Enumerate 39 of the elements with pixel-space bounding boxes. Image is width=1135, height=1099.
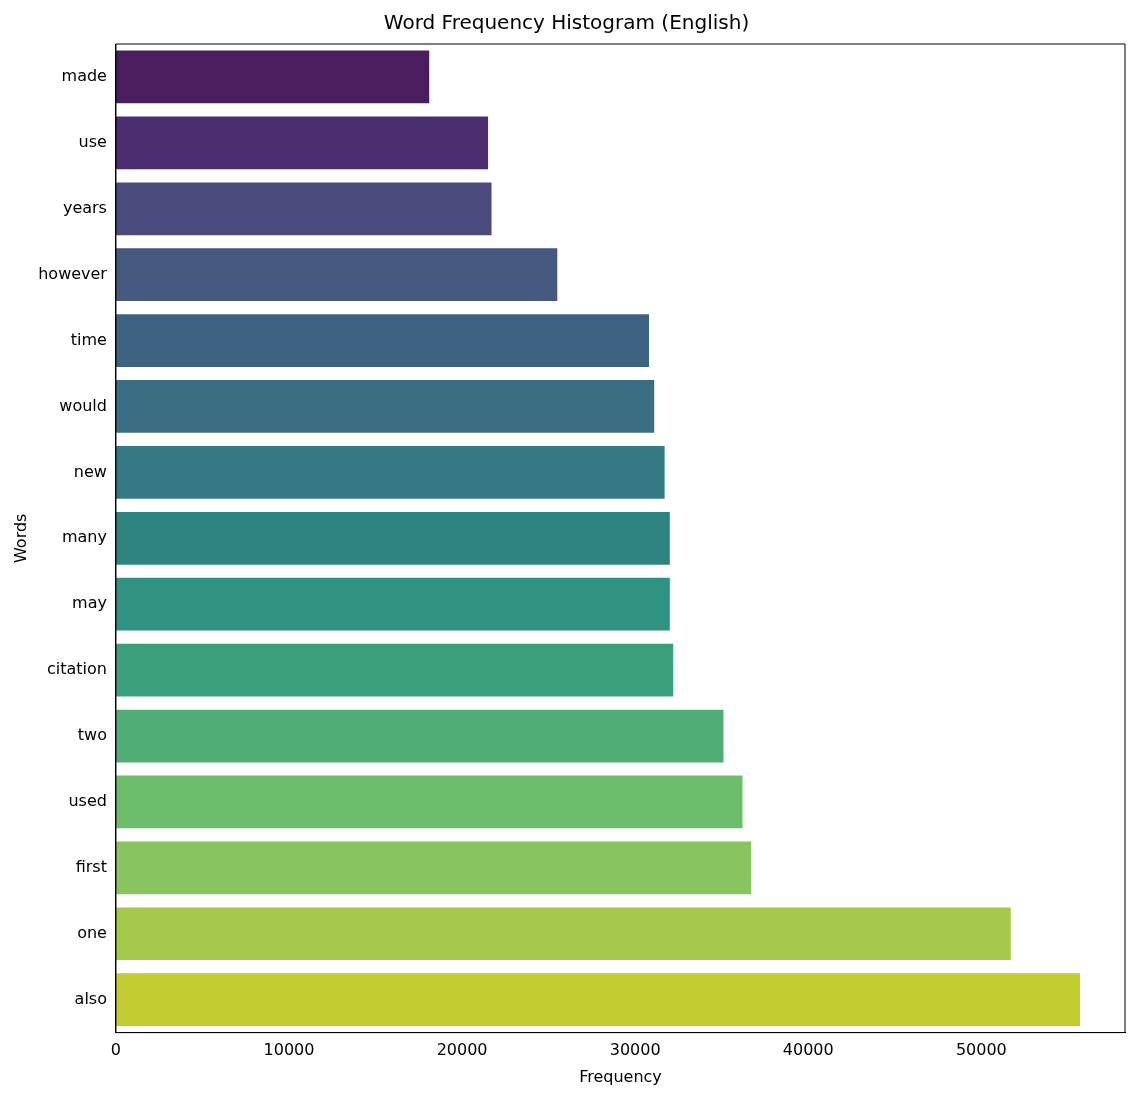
y-tick-label: may <box>72 593 107 613</box>
y-axis-title: Words <box>10 513 30 564</box>
bar <box>115 775 743 829</box>
bar <box>115 511 670 565</box>
y-tick-label: new <box>73 461 107 481</box>
y-tick-label: first <box>75 856 107 876</box>
y-tick-label: use <box>78 132 107 152</box>
bar <box>115 116 489 170</box>
x-tick-label: 10000 <box>263 1040 315 1060</box>
y-tick-label: also <box>74 988 107 1008</box>
y-tick-label: used <box>68 791 107 811</box>
chart-title: Word Frequency Histogram (English) <box>383 10 750 35</box>
bar <box>115 182 492 236</box>
bar <box>115 248 558 302</box>
bar <box>115 709 724 763</box>
y-tick-label: would <box>59 395 107 415</box>
bar <box>115 314 650 367</box>
bar <box>115 50 430 104</box>
y-tick-label: two <box>77 725 107 745</box>
bar <box>115 577 670 631</box>
bar <box>115 907 1011 961</box>
x-tick-label: 30000 <box>609 1040 661 1060</box>
x-tick-label: 50000 <box>955 1040 1007 1060</box>
x-axis-title: Frequency <box>579 1066 662 1086</box>
bar <box>115 973 1080 1027</box>
y-tick-label: one <box>77 922 107 942</box>
bar <box>115 380 655 433</box>
y-tick-label: made <box>61 66 107 86</box>
bar <box>115 841 752 895</box>
x-tick-label: 0 <box>110 1040 122 1060</box>
y-tick-label: time <box>70 329 107 349</box>
bar <box>115 643 674 697</box>
y-tick-label: years <box>62 197 107 217</box>
x-tick-label: 20000 <box>436 1040 488 1060</box>
x-tick-label: 40000 <box>782 1040 834 1060</box>
bar <box>115 446 665 499</box>
y-tick-label: citation <box>46 659 107 679</box>
y-tick-label: however <box>38 263 108 283</box>
y-tick-label: many <box>61 527 107 547</box>
